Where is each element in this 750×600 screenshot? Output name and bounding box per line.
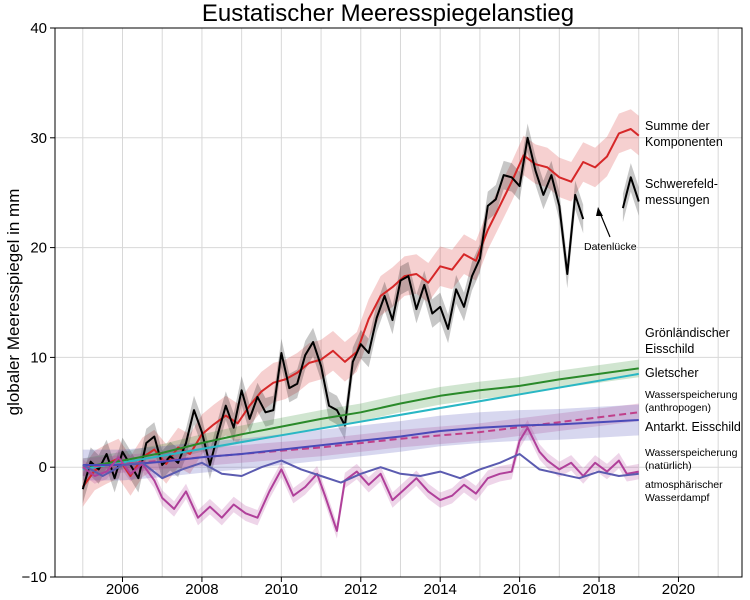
y-tick-label-40: 40	[30, 20, 47, 37]
x-tick-label-2016: 2016	[503, 581, 536, 598]
label-antarkt-line-1: Antarkt. Eisschild	[645, 420, 741, 434]
label-atmosphaerischer-wasserdampf: atmosphärischer Wasserdampf	[645, 479, 726, 504]
y-tick-label-30: 30	[30, 130, 47, 147]
series-line-schwerefeldmessungen-1	[621, 176, 640, 209]
label-schwerefeldmessungen: Schwerefeld- messungen	[645, 177, 721, 207]
x-tick-label-2012: 2012	[344, 581, 377, 598]
label-natuerlich-line-1: Wasserspeicherung	[645, 447, 738, 459]
x-tick-label-2010: 2010	[265, 581, 298, 598]
label-schwerefeld-line-2: messungen	[645, 193, 710, 207]
label-atmos-line-1: atmosphärischer	[645, 479, 723, 491]
annotation-datenluecke: Datenlücke	[584, 241, 637, 253]
axis-ticks: 2006 2008 2010 2012 2014 2016 2018 2020 −10 0 10 20…	[22, 20, 696, 598]
annotation-arrow-shaft	[599, 212, 611, 238]
series-line-gletscher	[82, 372, 639, 471]
label-summe-line-2: Komponenten	[645, 135, 723, 149]
band-wasserspeicherung-anthropogen	[82, 403, 639, 476]
y-tick-label-20: 20	[30, 240, 47, 257]
y-axis-label: globaler Meeresspiegel in mm	[4, 189, 23, 416]
label-natuerlich-line-2: (natürlich)	[645, 460, 692, 472]
plot-frame	[54, 27, 743, 578]
x-tick-label-2008: 2008	[185, 581, 218, 598]
band-wasserspeicherung-naturlich	[82, 420, 639, 539]
label-groenlaendischer-eisschild: Grönländischer Eisschild	[645, 326, 733, 356]
x-tick-label-2014: 2014	[424, 581, 457, 598]
label-schwerefeld-line-1: Schwerefeld-	[645, 177, 718, 191]
label-gletscher-line-1: Gletscher	[645, 366, 699, 380]
x-tick-label-2006: 2006	[106, 581, 139, 598]
series-line-wasserspeicherung-naturlich	[82, 426, 639, 532]
y-tick-label-0: 0	[39, 459, 47, 476]
annotation-arrow-head	[596, 207, 603, 216]
x-tick-label-2020: 2020	[662, 581, 695, 598]
label-wasserspeicherung-natuerlich: Wasserspeicherung (natürlich)	[645, 447, 740, 472]
label-anthro-line-2: (anthropogen)	[645, 402, 711, 414]
label-groenland-line-2: Eisschild	[645, 342, 694, 356]
chart-title: Eustatischer Meeresspiegelanstieg	[202, 0, 574, 27]
label-wasserspeicherung-anthropogen: Wasserspeicherung (anthropogen)	[645, 389, 740, 414]
x-tick-label-2018: 2018	[582, 581, 615, 598]
series-lines	[81, 128, 640, 532]
series-line-gronlandischer-eisschild	[82, 367, 639, 469]
label-gletscher: Gletscher	[645, 366, 699, 380]
label-summe-line-1: Summe der	[645, 119, 710, 133]
series-line-antarkt-eisschild	[82, 419, 639, 466]
label-summe-der-komponenten: Summe der Komponenten	[645, 119, 723, 149]
band-schwerefeldmessungen-1	[622, 163, 639, 223]
label-antarkt-eisschild: Antarkt. Eisschild	[645, 420, 741, 434]
y-tick-label--10: −10	[22, 569, 47, 586]
label-anthro-line-1: Wasserspeicherung	[645, 389, 738, 401]
label-groenland-line-1: Grönländischer	[645, 326, 730, 340]
y-tick-label-10: 10	[30, 349, 47, 366]
label-atmos-line-2: Wasserdampf	[645, 492, 709, 504]
band-summe-der-komponenten	[82, 109, 639, 507]
series-line-atmospharischer-wasserdampf	[82, 453, 639, 484]
